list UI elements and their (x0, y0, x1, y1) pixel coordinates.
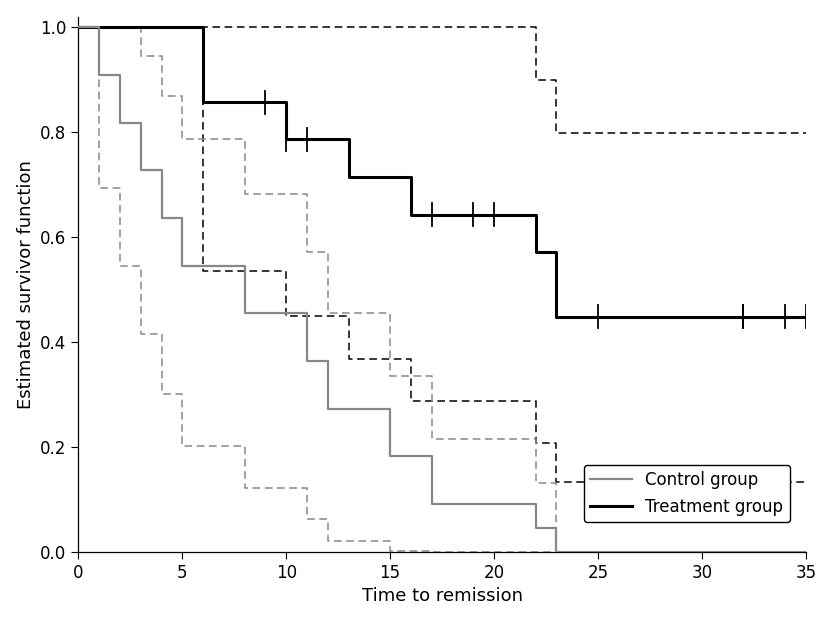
Treatment group (282, 136, 292, 143)
Line: Treatment group: Treatment group (78, 27, 806, 317)
Treatment group (343, 136, 353, 143)
Legend: Control group, Treatment group: Control group, Treatment group (584, 465, 791, 522)
Treatment group (406, 211, 416, 218)
Treatment group (73, 24, 83, 31)
X-axis label: Time to remission: Time to remission (362, 587, 522, 605)
Treatment group (551, 248, 561, 256)
Treatment group (219, 98, 229, 106)
Treatment group (531, 211, 541, 218)
Control group (73, 24, 83, 31)
Control group (177, 215, 187, 222)
Control group (302, 357, 312, 364)
Control group (94, 24, 104, 31)
Treatment group (531, 248, 541, 256)
Control group (157, 215, 167, 222)
Y-axis label: Estimated survivor function: Estimated survivor function (17, 160, 35, 409)
Control group (801, 548, 811, 555)
Control group (531, 501, 541, 508)
Control group (385, 405, 395, 412)
Control group (551, 548, 561, 555)
Control group (302, 310, 312, 317)
Control group (157, 167, 167, 174)
Control group (177, 262, 187, 270)
Treatment group (198, 24, 208, 31)
Control group (551, 524, 561, 532)
Treatment group (551, 313, 561, 320)
Treatment group (219, 98, 229, 106)
Treatment group (406, 174, 416, 181)
Control group (426, 453, 436, 460)
Treatment group (282, 98, 292, 106)
Control group (115, 71, 125, 78)
Treatment group (801, 313, 811, 320)
Control group (136, 119, 146, 126)
Control group (323, 357, 333, 364)
Treatment group (801, 313, 811, 320)
Control group (94, 71, 104, 78)
Control group (136, 167, 146, 174)
Control group (426, 501, 436, 508)
Control group (385, 453, 395, 460)
Control group (531, 524, 541, 532)
Control group (323, 405, 333, 412)
Treatment group (198, 98, 208, 106)
Control group (240, 262, 250, 270)
Line: Control group: Control group (78, 27, 806, 552)
Control group (115, 119, 125, 126)
Control group (240, 310, 250, 317)
Treatment group (343, 174, 353, 181)
